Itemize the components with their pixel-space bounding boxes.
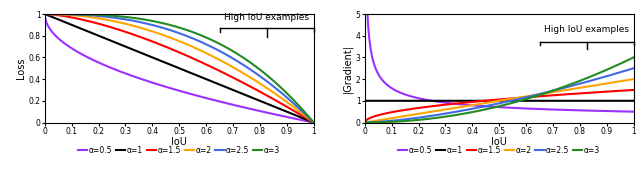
Text: High IoU examples: High IoU examples — [544, 25, 629, 34]
Text: IoU: IoU — [172, 137, 187, 147]
Y-axis label: |Gradient|: |Gradient| — [342, 44, 353, 93]
Legend: α=0.5, α=1, α=1.5, α=2, α=2.5, α=3: α=0.5, α=1, α=1.5, α=2, α=2.5, α=3 — [78, 146, 280, 155]
Text: IoU: IoU — [492, 137, 507, 147]
Legend: α=0.5, α=1, α=1.5, α=2, α=2.5, α=3: α=0.5, α=1, α=1.5, α=2, α=2.5, α=3 — [398, 146, 600, 155]
Text: High IoU examples: High IoU examples — [224, 13, 309, 22]
Y-axis label: Loss: Loss — [16, 58, 26, 79]
